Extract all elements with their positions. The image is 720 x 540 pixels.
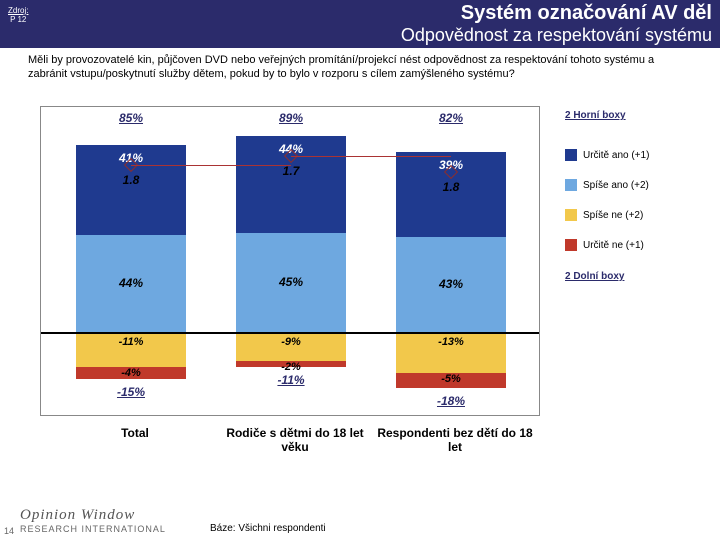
title-main: Systém označování AV děl: [461, 2, 712, 25]
legend-label: Spíše ano (+2): [583, 180, 649, 191]
legend-bottom-label: 2 Dolní boxy: [565, 271, 624, 282]
page-number: 14: [4, 526, 14, 536]
legend-swatch: [565, 209, 577, 221]
source-label: Zdroj:: [8, 6, 28, 15]
base-text: Báze: Všichni respondenti: [210, 523, 326, 534]
category-label: Respondenti bez dětí do 18 let: [375, 426, 535, 454]
bar-label: -9%: [236, 336, 346, 348]
logo-line1: Opinion Window: [20, 507, 166, 524]
legend-item: Spíše ne (+2): [565, 209, 715, 221]
trend-line: [131, 165, 291, 166]
source-badge: Zdroj: P 12: [8, 6, 28, 24]
top-boxes-value: 89%: [236, 111, 346, 125]
top-boxes-value: 82%: [396, 111, 506, 125]
title-sub: Odpovědnost za respektování systému: [401, 25, 712, 46]
source-value: P 12: [10, 15, 26, 24]
bar-label: -4%: [76, 367, 186, 379]
legend-label: Spíše ne (+2): [583, 210, 643, 221]
mean-value: 1.7: [236, 164, 346, 178]
top-boxes-value: 85%: [76, 111, 186, 125]
legend-swatch: [565, 149, 577, 161]
mean-value: 1.8: [396, 180, 506, 194]
header: Zdroj: P 12 Systém označování AV děl Odp…: [0, 0, 720, 48]
bar-label: -5%: [396, 373, 506, 385]
legend-top-boxes: 2 Horní boxy: [565, 110, 715, 121]
trend-line: [291, 156, 451, 157]
bottom-boxes-value: -18%: [396, 394, 506, 408]
question-text: Měli by provozovatelé kin, půjčoven DVD …: [0, 48, 720, 86]
bar-label: -13%: [396, 336, 506, 348]
logo-line2: RESEARCH INTERNATIONAL: [20, 524, 166, 534]
legend-item: Určitě ne (+1): [565, 239, 715, 251]
legend: 2 Horní boxy Určitě ano (+1) Spíše ano (+…: [565, 110, 715, 300]
bar-label: 43%: [396, 277, 506, 291]
legend-top-label: 2 Horní boxy: [565, 110, 626, 121]
bar-label: -2%: [236, 361, 346, 373]
chart-area: 85%41%44%1.8-11%-4%-15%89%44%45%1.7-9%-2…: [40, 106, 540, 466]
legend-item: Určitě ano (+1): [565, 149, 715, 161]
legend-label: Určitě ano (+1): [583, 150, 649, 161]
bottom-boxes-value: -11%: [236, 373, 346, 387]
category-label: Total: [55, 426, 215, 440]
legend-label: Určitě ne (+1): [583, 240, 644, 251]
bar-label: 44%: [76, 276, 186, 290]
legend-item: Spíše ano (+2): [565, 179, 715, 191]
legend-swatch: [565, 179, 577, 191]
bar-label: -11%: [76, 336, 186, 348]
legend-bottom-boxes: 2 Dolní boxy: [565, 271, 715, 282]
legend-swatch: [565, 239, 577, 251]
mean-value: 1.8: [76, 173, 186, 187]
bar-label: 45%: [236, 275, 346, 289]
footer-logo: Opinion Window RESEARCH INTERNATIONAL: [20, 507, 166, 534]
category-label: Rodiče s dětmi do 18 let věku: [215, 426, 375, 454]
bottom-boxes-value: -15%: [76, 385, 186, 399]
chart-plot: 85%41%44%1.8-11%-4%-15%89%44%45%1.7-9%-2…: [40, 106, 540, 416]
